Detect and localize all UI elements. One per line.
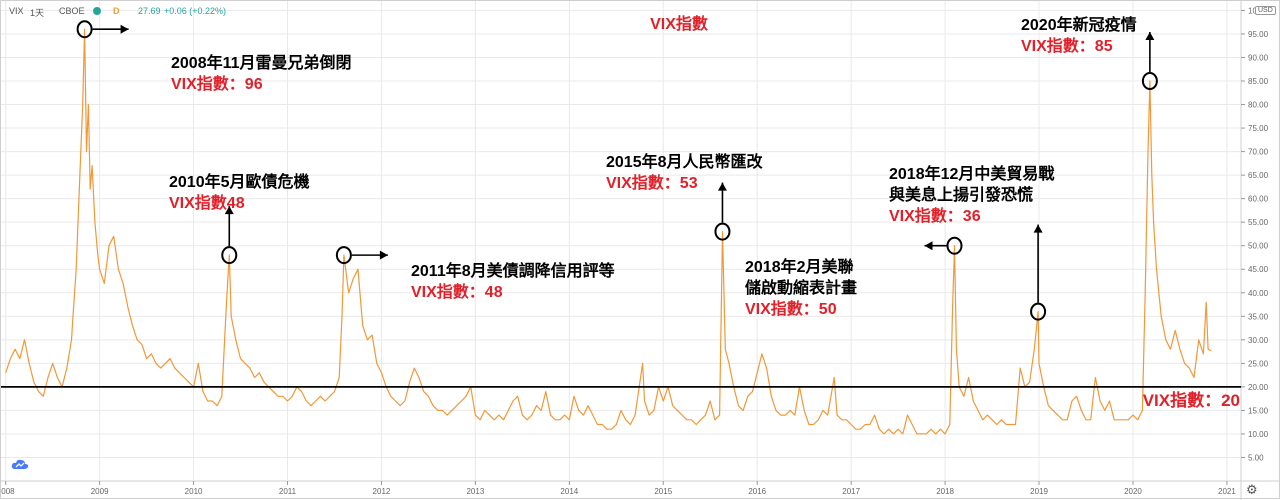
symbol-label[interactable]: VIX [9, 6, 24, 16]
annotation-title-line: 2018年2月美聯 [745, 257, 854, 276]
annotation-marker-5 [1030, 302, 1047, 321]
annotation-title-line: 儲啟動縮表計畫 [744, 278, 857, 297]
annotation-marker-6 [1141, 72, 1158, 90]
annotation-arrow-2-head [379, 250, 388, 260]
y-tick-label: 10.00 [1248, 430, 1269, 439]
series-line [5, 28, 1212, 435]
annotation-value: VIX指數：48 [411, 282, 503, 301]
annotation-title: 2008年11月雷曼兄弟倒閉 [171, 53, 352, 72]
x-tick-label: 2012 [373, 487, 391, 496]
annotation-title: 2015年8月人民幣匯改 [606, 152, 763, 171]
exchange-label: CBOE [59, 6, 85, 16]
annotation-marker-2 [335, 246, 352, 265]
y-tick-label: 30.00 [1248, 336, 1269, 345]
annotation-title-line: 2018年12月中美貿易戰 [889, 164, 1054, 183]
y-tick-label: 80.00 [1248, 101, 1269, 110]
x-tick-label: 2009 [91, 487, 109, 496]
annotation-value: VIX指數：96 [171, 74, 263, 93]
x-tick-label: 2020 [1124, 487, 1142, 496]
annotation-title: 2011年8月美債調降信用評等 [411, 261, 615, 280]
price-change: +0.06 (+0.22%) [164, 6, 227, 16]
y-tick-label: 95.00 [1248, 30, 1269, 39]
annotation-title: 2020年新冠疫情 [1021, 15, 1137, 34]
currency-badge[interactable]: USD [1255, 6, 1276, 15]
gear-icon[interactable]: ⚙ [1246, 482, 1258, 497]
annotation-marker-3 [714, 222, 731, 241]
delay-badge: D [113, 6, 120, 16]
y-tick-label: 60.00 [1248, 195, 1269, 204]
annotation-marker-1 [221, 246, 238, 265]
interval-label[interactable]: 1天 [30, 8, 45, 18]
annotation-value: VIX指數48 [169, 193, 245, 212]
annotation-arrow-5-head [1033, 224, 1043, 233]
y-tick-label: 35.00 [1248, 312, 1269, 321]
y-tick-label: 70.00 [1248, 148, 1269, 157]
annotation-value: VIX指數：85 [1021, 36, 1113, 55]
y-tick-label: 75.00 [1248, 124, 1269, 133]
annotation-title-line: 與美息上揚引發恐慌 [889, 185, 1033, 204]
annotation-arrow-1-head [224, 206, 234, 215]
y-tick-label: 45.00 [1248, 265, 1269, 274]
annotation-value: VIX指數：50 [745, 299, 837, 318]
annotation-marker-0 [76, 20, 93, 39]
market-status-dot [93, 7, 101, 15]
x-tick-label: 2010 [185, 487, 203, 496]
annotation-value: VIX指數：36 [889, 206, 981, 225]
y-tick-label: 15.00 [1248, 406, 1269, 415]
annotation-arrow-4-head [924, 241, 933, 251]
y-tick-label: 40.00 [1248, 289, 1269, 298]
x-tick-label: 2014 [560, 487, 578, 496]
y-tick-label: 5.00 [1248, 453, 1264, 462]
annotation-title: 2010年5月歐債危機 [169, 172, 310, 191]
chart-title: VIX指數 [650, 14, 708, 33]
annotation-arrow-0-head [120, 24, 129, 34]
x-tick-label: 2015 [654, 487, 672, 496]
y-tick-label: 85.00 [1248, 77, 1269, 86]
x-tick-label: 2016 [748, 487, 766, 496]
annotation-value: VIX指數：53 [606, 173, 698, 192]
annotation-arrow-6-head [1145, 32, 1155, 40]
y-tick-label: 55.00 [1248, 218, 1269, 227]
reference-line-label: VIX指數：20 [1143, 390, 1240, 410]
y-tick-label: 25.00 [1248, 359, 1269, 368]
y-tick-label: 20.00 [1248, 383, 1269, 392]
y-tick-label: 90.00 [1248, 53, 1269, 62]
x-tick-label: 2013 [466, 487, 484, 496]
tv-cloud-icon[interactable] [11, 457, 29, 471]
y-tick-label: 50.00 [1248, 242, 1269, 251]
x-tick-label: 2021 [1218, 487, 1236, 496]
annotation-arrow-3-head [717, 182, 727, 191]
x-tick-label: 2018 [936, 487, 954, 496]
annotation-marker-4 [946, 236, 963, 255]
y-tick-label: 65.00 [1248, 171, 1269, 180]
last-price: 27.69 [138, 6, 161, 16]
x-tick-label: 2019 [1030, 487, 1048, 496]
x-tick-label: 2008 [1, 487, 15, 496]
x-tick-label: 2011 [279, 487, 297, 496]
x-tick-label: 2017 [842, 487, 860, 496]
